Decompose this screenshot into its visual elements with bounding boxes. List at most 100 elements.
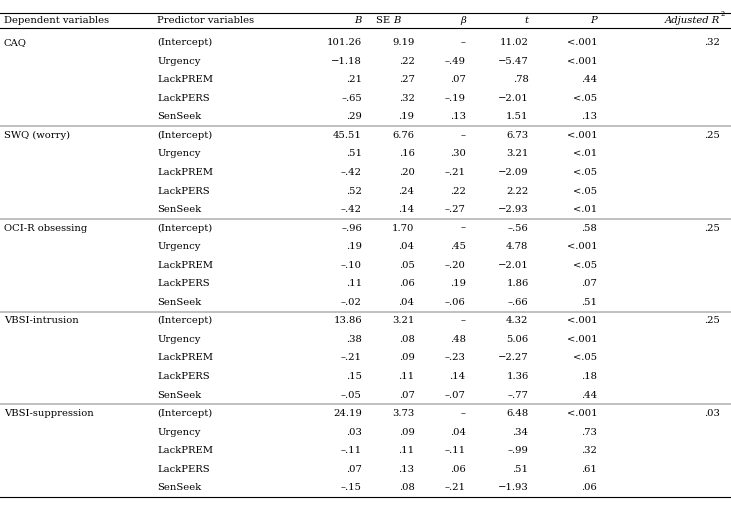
Text: LackPERS: LackPERS — [157, 372, 210, 381]
Text: 45.51: 45.51 — [333, 131, 362, 140]
Text: <.001: <.001 — [567, 131, 597, 140]
Text: –.06: –.06 — [445, 298, 466, 307]
Text: SenSeek: SenSeek — [157, 205, 202, 214]
Text: .29: .29 — [346, 112, 362, 122]
Text: –.66: –.66 — [508, 298, 529, 307]
Text: 11.02: 11.02 — [499, 38, 529, 47]
Text: .13: .13 — [398, 465, 414, 474]
Text: Urgency: Urgency — [157, 335, 200, 344]
Text: (Intercept): (Intercept) — [157, 409, 213, 418]
Text: LackPERS: LackPERS — [157, 94, 210, 103]
Text: 4.78: 4.78 — [506, 242, 529, 251]
Text: –: – — [461, 131, 466, 140]
Text: LackPERS: LackPERS — [157, 279, 210, 288]
Text: <.001: <.001 — [567, 38, 597, 47]
Text: SenSeek: SenSeek — [157, 483, 202, 492]
Text: .20: .20 — [398, 168, 414, 177]
Text: LackPREM: LackPREM — [157, 168, 213, 177]
Text: .04: .04 — [450, 427, 466, 437]
Text: .15: .15 — [346, 372, 362, 381]
Text: .73: .73 — [581, 427, 597, 437]
Text: –: – — [461, 409, 466, 418]
Text: .09: .09 — [398, 353, 414, 363]
Text: .08: .08 — [398, 483, 414, 492]
Text: P: P — [591, 16, 597, 25]
Text: –.11: –.11 — [444, 446, 466, 455]
Text: –.11: –.11 — [341, 446, 362, 455]
Text: 4.32: 4.32 — [506, 316, 529, 325]
Text: Predictor variables: Predictor variables — [157, 16, 254, 25]
Text: .03: .03 — [346, 427, 362, 437]
Text: B: B — [355, 16, 362, 25]
Text: −2.01: −2.01 — [498, 94, 529, 103]
Text: .04: .04 — [398, 242, 414, 251]
Text: Urgency: Urgency — [157, 427, 200, 437]
Text: .19: .19 — [398, 112, 414, 122]
Text: –.02: –.02 — [341, 298, 362, 307]
Text: .34: .34 — [512, 427, 529, 437]
Text: .13: .13 — [581, 112, 597, 122]
Text: Adjusted R: Adjusted R — [664, 16, 720, 25]
Text: −2.93: −2.93 — [498, 205, 529, 214]
Text: LackPREM: LackPREM — [157, 446, 213, 455]
Text: t: t — [525, 16, 529, 25]
Text: (Intercept): (Intercept) — [157, 316, 213, 325]
Text: 6.73: 6.73 — [507, 131, 529, 140]
Text: .22: .22 — [398, 57, 414, 66]
Text: .32: .32 — [398, 94, 414, 103]
Text: .32: .32 — [581, 446, 597, 455]
Text: –.65: –.65 — [341, 94, 362, 103]
Text: <.01: <.01 — [573, 205, 597, 214]
Text: .61: .61 — [581, 465, 597, 474]
Text: .51: .51 — [346, 149, 362, 159]
Text: −1.18: −1.18 — [331, 57, 362, 66]
Text: .19: .19 — [450, 279, 466, 288]
Text: .13: .13 — [450, 112, 466, 122]
Text: –.49: –.49 — [444, 57, 466, 66]
Text: .44: .44 — [581, 75, 597, 84]
Text: Urgency: Urgency — [157, 57, 200, 66]
Text: –: – — [461, 316, 466, 325]
Text: .11: .11 — [346, 279, 362, 288]
Text: .25: .25 — [704, 131, 720, 140]
Text: VBSI-intrusion: VBSI-intrusion — [4, 316, 78, 325]
Text: –: – — [461, 38, 466, 47]
Text: .11: .11 — [398, 372, 414, 381]
Text: .18: .18 — [581, 372, 597, 381]
Text: .51: .51 — [581, 298, 597, 307]
Text: .30: .30 — [450, 149, 466, 159]
Text: .25: .25 — [704, 224, 720, 233]
Text: .07: .07 — [581, 279, 597, 288]
Text: .24: .24 — [398, 186, 414, 196]
Text: –.21: –.21 — [444, 168, 466, 177]
Text: .27: .27 — [398, 75, 414, 84]
Text: SWQ (worry): SWQ (worry) — [4, 131, 69, 140]
Text: <.05: <.05 — [573, 168, 597, 177]
Text: 1.36: 1.36 — [507, 372, 529, 381]
Text: –.10: –.10 — [341, 261, 362, 270]
Text: –.77: –.77 — [507, 390, 529, 400]
Text: .32: .32 — [704, 38, 720, 47]
Text: <.001: <.001 — [567, 316, 597, 325]
Text: .07: .07 — [398, 390, 414, 400]
Text: 3.21: 3.21 — [506, 149, 529, 159]
Text: −2.01: −2.01 — [498, 261, 529, 270]
Text: .14: .14 — [450, 372, 466, 381]
Text: SenSeek: SenSeek — [157, 390, 202, 400]
Text: .58: .58 — [581, 224, 597, 233]
Text: <.05: <.05 — [573, 261, 597, 270]
Text: <.001: <.001 — [567, 409, 597, 418]
Text: 9.19: 9.19 — [392, 38, 414, 47]
Text: 3.21: 3.21 — [392, 316, 414, 325]
Text: 3.73: 3.73 — [393, 409, 414, 418]
Text: .09: .09 — [398, 427, 414, 437]
Text: .06: .06 — [398, 279, 414, 288]
Text: VBSI-suppression: VBSI-suppression — [4, 409, 94, 418]
Text: .19: .19 — [346, 242, 362, 251]
Text: .04: .04 — [398, 298, 414, 307]
Text: LackPREM: LackPREM — [157, 75, 213, 84]
Text: .25: .25 — [704, 316, 720, 325]
Text: –.21: –.21 — [444, 483, 466, 492]
Text: <.05: <.05 — [573, 94, 597, 103]
Text: −1.93: −1.93 — [498, 483, 529, 492]
